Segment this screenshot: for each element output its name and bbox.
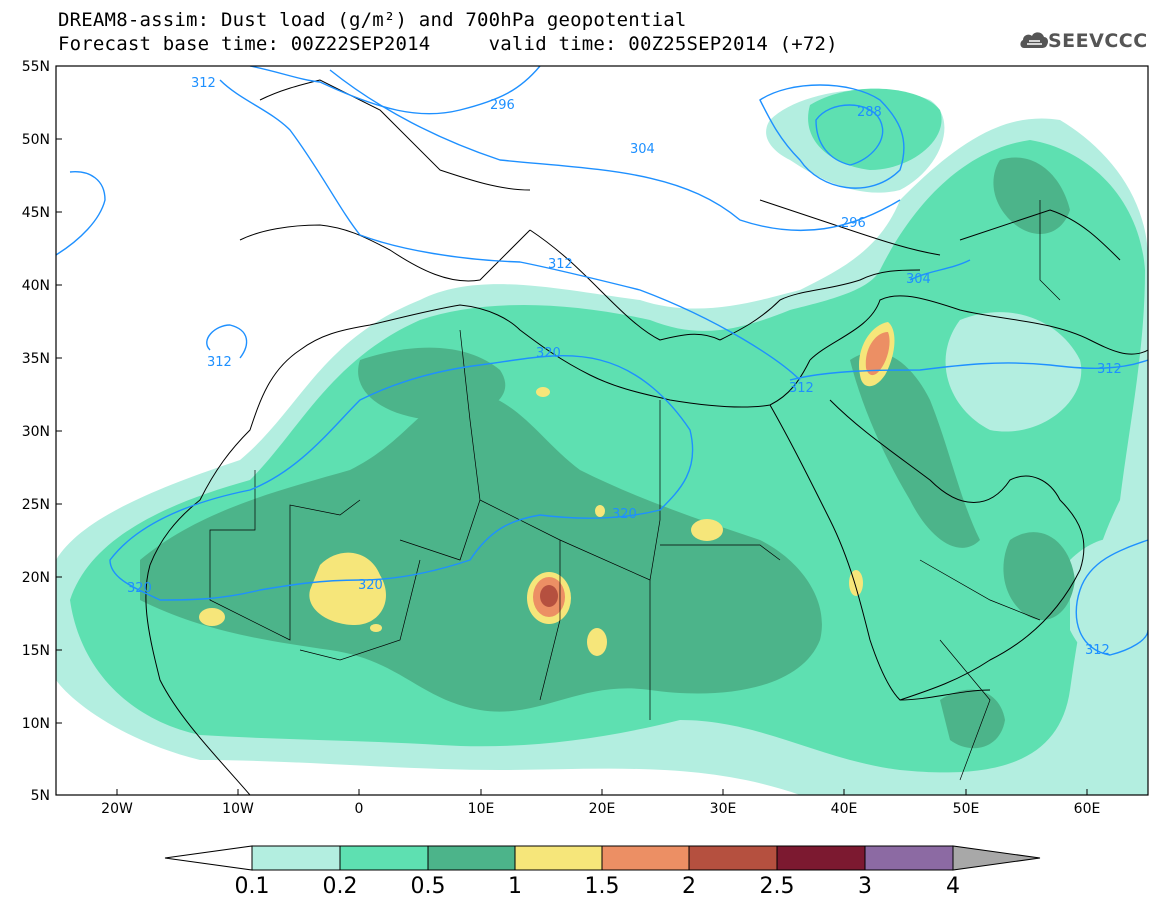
colorbar: 0.1 0.2 0.5 1 1.5 2 2.5 3 4	[164, 845, 1041, 899]
isoline-label: 320	[612, 507, 637, 522]
colorbar-label: 0.1	[235, 874, 270, 899]
lon-label-50e: 50E	[953, 801, 980, 817]
dust-level-1-region	[199, 608, 225, 626]
isoline-label: 320	[536, 346, 561, 361]
colorbar-low-triangle	[164, 845, 253, 871]
lon-label-0: 0	[355, 801, 364, 817]
lat-label-5n: 5N	[31, 788, 50, 804]
dust-level-0.5-region	[993, 157, 1070, 234]
colorbar-swatch-2	[688, 845, 778, 871]
lon-label-10e: 10E	[468, 801, 495, 817]
isoline-label: 320	[127, 581, 152, 596]
isoline-label: 312	[207, 355, 232, 370]
lon-label-10w: 10W	[222, 801, 254, 817]
dust-level-1-region	[691, 519, 723, 541]
dust-level-0.5-region	[1003, 532, 1075, 620]
lat-label-15n: 15N	[22, 643, 50, 659]
axis-ticks	[56, 65, 1088, 795]
dust-level-1-region	[536, 387, 550, 397]
geopotential-isolines	[56, 66, 1148, 656]
dust-level-1-region	[309, 552, 386, 625]
colorbar-swatch-0.2	[339, 845, 429, 871]
lon-label-20w: 20W	[101, 801, 133, 817]
colorbar-label: 3	[858, 874, 872, 899]
lat-label-30n: 30N	[22, 424, 50, 440]
dust-level-1-region	[595, 505, 605, 517]
lon-label-30e: 30E	[710, 801, 737, 817]
colorbar-swatch-2.5	[776, 845, 866, 871]
colorbar-label: 1.5	[585, 874, 620, 899]
lon-label-60e: 60E	[1074, 801, 1101, 817]
dust-level-1-region	[849, 570, 863, 596]
isoline-label: 296	[841, 216, 866, 231]
country-borders	[209, 200, 1061, 781]
dust-level-2-region	[540, 585, 558, 607]
colorbar-label: 4	[946, 874, 960, 899]
isoline-label: 312	[1085, 643, 1110, 658]
colorbar-swatch-3	[864, 845, 954, 871]
isoline-label: 312	[191, 76, 216, 91]
coastlines	[145, 79, 1148, 795]
lat-label-40n: 40N	[22, 278, 50, 294]
lat-label-25n: 25N	[22, 497, 50, 513]
colorbar-label: 0.2	[323, 874, 358, 899]
isoline-label: 312	[789, 381, 814, 396]
map-subtitle: Forecast base time: 00Z22SEP2014 valid t…	[58, 33, 838, 55]
dust-level-1-region	[370, 624, 382, 632]
dust-level-0.5-region	[358, 347, 506, 420]
lon-label-40e: 40E	[831, 801, 858, 817]
latitude-axis: 55N 50N 45N 40N 35N 30N 25N 20N 15N 10N …	[22, 59, 50, 804]
colorbar-label: 2	[682, 874, 696, 899]
isoline-label: 288	[857, 105, 882, 120]
colorbar-high-triangle	[952, 845, 1041, 871]
isoline-label: 312	[548, 257, 573, 272]
colorbar-label: 1	[508, 874, 522, 899]
dust-level-0.1-region	[945, 312, 1082, 432]
colorbar-swatch-1.5	[601, 845, 690, 871]
dust-level-1-region	[587, 628, 607, 656]
isoline-labels: 312 296 304 288 296 320 312 304 320 312 …	[127, 76, 1122, 658]
lat-label-10n: 10N	[22, 716, 50, 732]
isoline-label: 304	[630, 142, 655, 157]
isoline-label: 320	[358, 578, 383, 593]
colorbar-label: 0.5	[411, 874, 446, 899]
dust-level-0.5-region	[850, 352, 980, 548]
lon-label-20e: 20E	[589, 801, 616, 817]
colorbar-swatch-1	[514, 845, 603, 871]
longitude-axis: 20W 10W 0 10E 20E 30E 40E 50E 60E	[101, 801, 1100, 817]
colorbar-swatch-0.1	[251, 845, 341, 871]
lat-label-50n: 50N	[22, 132, 50, 148]
dust-level-0.5-region	[140, 390, 822, 712]
isoline-label: 304	[906, 272, 931, 287]
dust-level-1.5-region	[865, 332, 890, 376]
lat-label-20n: 20N	[22, 570, 50, 586]
isoline-label: 312	[1097, 362, 1122, 377]
colorbar-swatch-0.5	[427, 845, 516, 871]
dust-level-0.2-region	[808, 88, 942, 170]
lat-label-55n: 55N	[22, 59, 50, 75]
colorbar-label: 2.5	[760, 874, 795, 899]
lat-label-35n: 35N	[22, 351, 50, 367]
map-title: DREAM8-assim: Dust load (g/m²) and 700hP…	[58, 9, 687, 31]
isoline-label: 296	[490, 98, 515, 113]
logo-text: SEEVCCC	[1048, 30, 1148, 52]
cloud-logo-icon	[1020, 32, 1048, 48]
lat-label-45n: 45N	[22, 205, 50, 221]
